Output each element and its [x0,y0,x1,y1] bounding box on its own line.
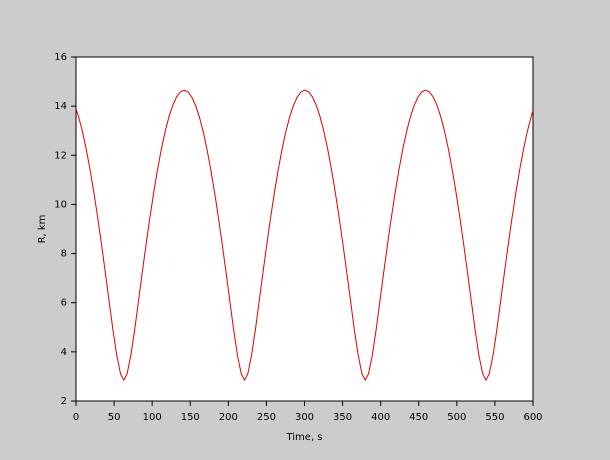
x-tick-label: 150 [181,412,200,423]
x-tick-label: 450 [409,412,428,423]
x-tick-label: 400 [371,412,390,423]
y-tick-label: 10 [54,199,67,210]
y-tick-label: 8 [61,249,67,260]
plot-area [75,56,534,402]
x-tick-label: 100 [143,412,162,423]
data-line [75,89,534,382]
y-tick-label: 14 [54,101,67,112]
y-axis-label: R, km [37,215,48,244]
x-tick-label: 250 [257,412,276,423]
x-tick-label: 550 [485,412,504,423]
x-tick-label: 50 [108,412,121,423]
x-tick-label: 350 [333,412,352,423]
y-tick-label: 12 [54,150,67,161]
y-tick-label: 6 [61,298,67,309]
y-tick-label: 2 [61,396,67,407]
y-tick-label: 4 [61,347,67,358]
y-tick-label: 16 [54,52,67,63]
x-tick-label: 200 [219,412,238,423]
x-tick-label: 500 [447,412,466,423]
x-axis-label: Time, s [285,432,322,443]
x-tick-label: 0 [73,412,79,423]
x-tick-label: 600 [523,412,542,423]
x-tick-label: 300 [295,412,314,423]
